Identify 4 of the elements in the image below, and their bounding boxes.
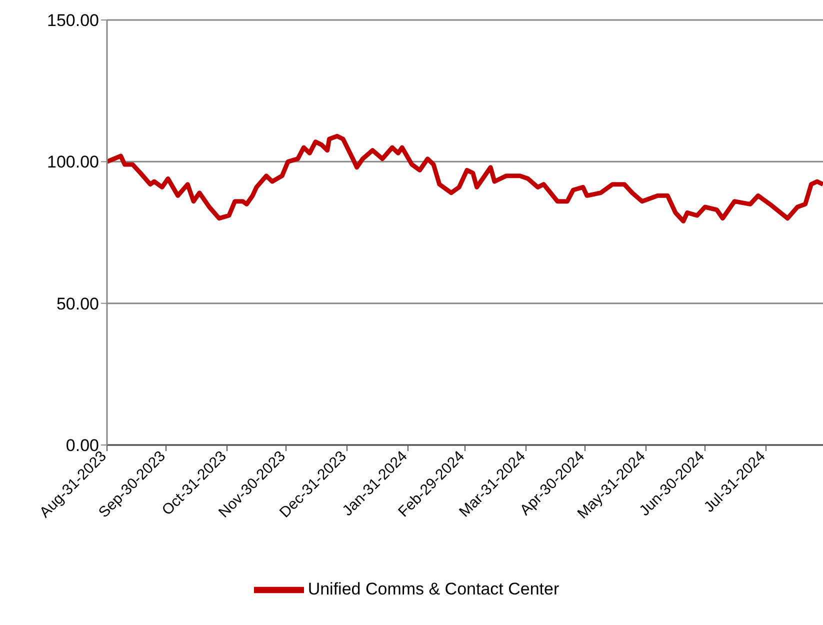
y-tick-label: 100.00 [47,152,99,172]
y-tick-label: 50.00 [56,294,99,314]
legend-label: Unified Comms & Contact Center [308,579,560,598]
y-tick-label: 150.00 [47,11,99,30]
